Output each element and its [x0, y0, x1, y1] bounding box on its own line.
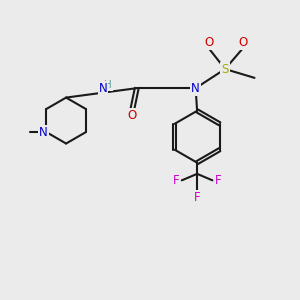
- Text: O: O: [204, 36, 214, 49]
- Text: F: F: [172, 174, 179, 187]
- Text: N: N: [191, 82, 200, 95]
- Text: O: O: [127, 109, 136, 122]
- Text: O: O: [238, 36, 248, 49]
- Text: F: F: [194, 191, 200, 204]
- Text: F: F: [215, 174, 222, 187]
- Text: H: H: [104, 80, 112, 90]
- Text: N: N: [39, 125, 48, 139]
- Text: S: S: [221, 62, 229, 76]
- Text: N: N: [98, 82, 107, 95]
